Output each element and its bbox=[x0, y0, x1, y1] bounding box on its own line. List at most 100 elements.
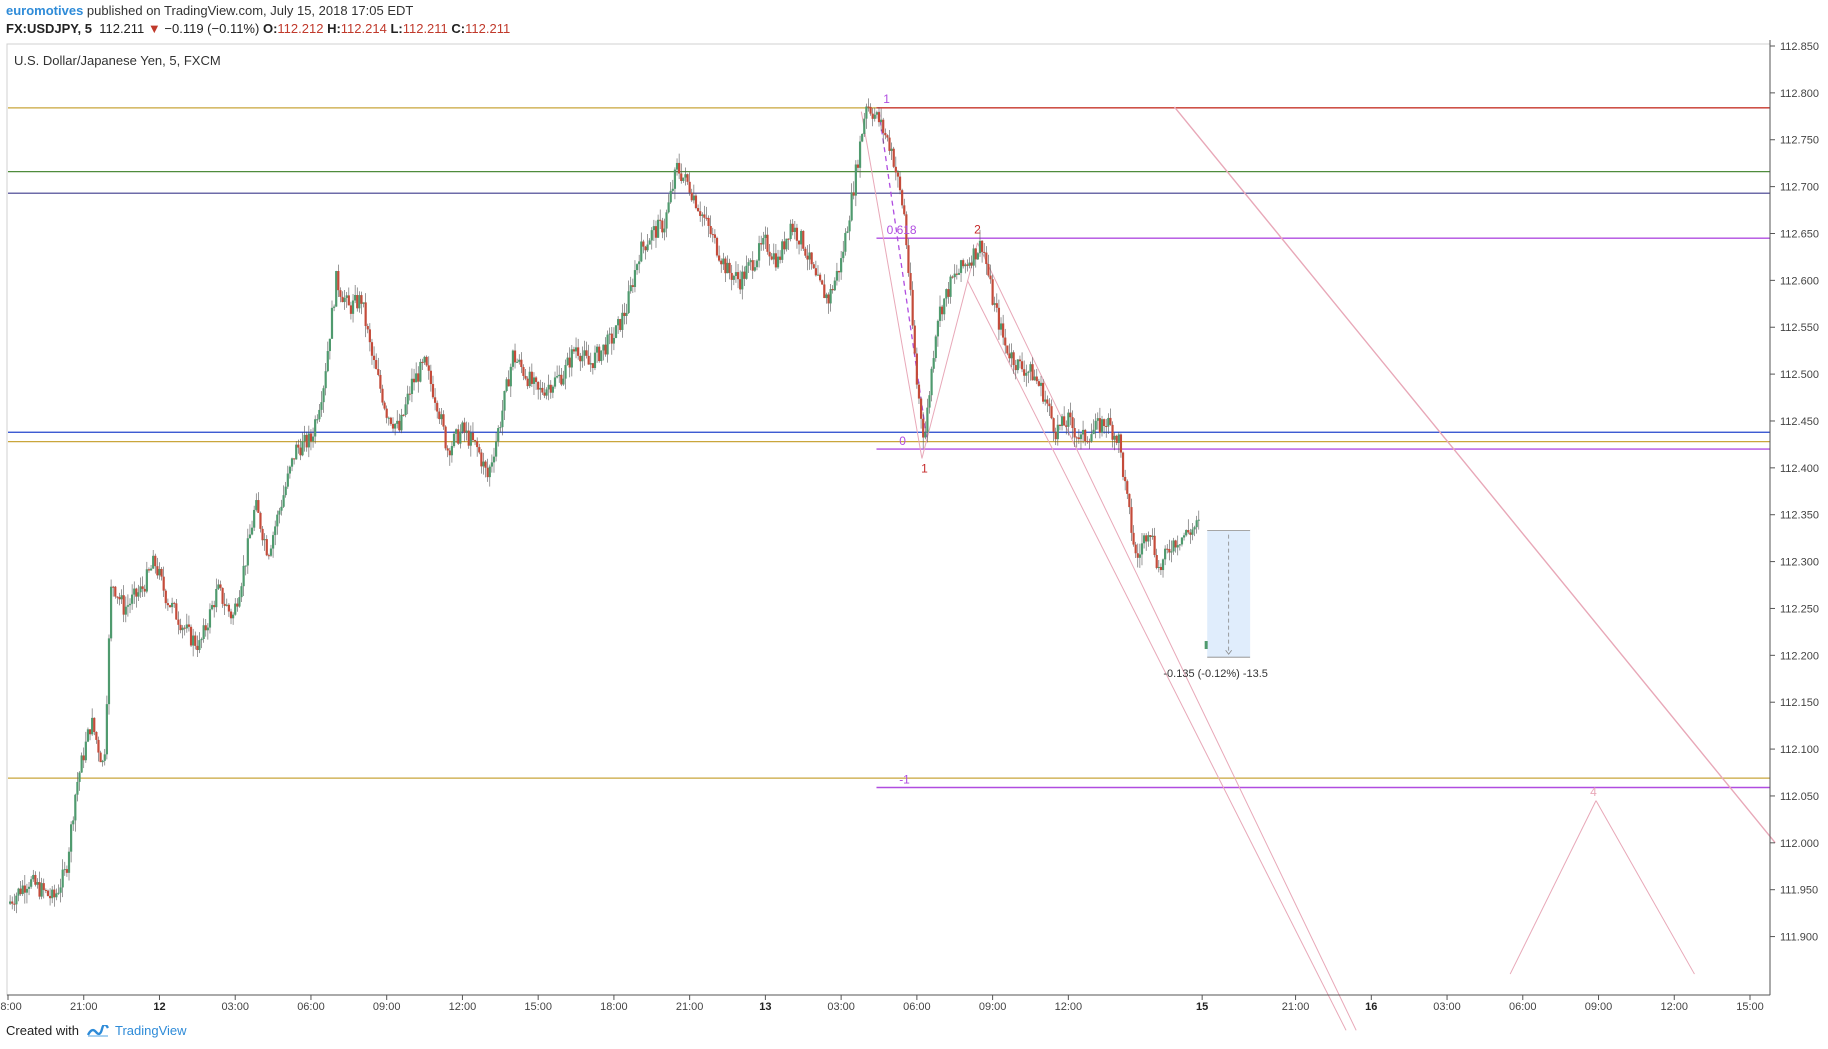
candle-up bbox=[844, 232, 847, 252]
time-tick-label: 06:00 bbox=[903, 1001, 931, 1013]
candle-up bbox=[595, 346, 599, 353]
candle-down bbox=[42, 883, 45, 890]
candle-down bbox=[429, 370, 432, 385]
candle-down bbox=[368, 329, 371, 343]
price-range-label: -0.135 (-0.12%) -13.5 bbox=[1163, 668, 1268, 680]
candle-up bbox=[84, 741, 87, 761]
time-tick-label: 09:00 bbox=[979, 1001, 1007, 1013]
tradingview-brand-link[interactable]: TradingView bbox=[114, 1023, 187, 1038]
candle-up bbox=[253, 509, 256, 528]
candle-up bbox=[558, 374, 561, 377]
last-price: 112.211 bbox=[99, 21, 145, 36]
price-tick-label: 112.400 bbox=[1780, 463, 1819, 475]
author-link[interactable]: euromotives bbox=[6, 3, 84, 18]
plot-border bbox=[6, 43, 1771, 996]
candle-down bbox=[1168, 549, 1171, 553]
candle-up bbox=[320, 402, 323, 410]
candle-down bbox=[471, 432, 475, 441]
candle-up bbox=[9, 901, 12, 904]
candle-down bbox=[1124, 476, 1127, 482]
candle-down bbox=[707, 217, 710, 226]
candle-down bbox=[177, 619, 180, 625]
candle-down bbox=[705, 217, 708, 219]
price-tick-label: 112.850 bbox=[1780, 41, 1819, 53]
candle-up bbox=[800, 230, 803, 245]
candle-up bbox=[755, 260, 759, 268]
price-tick-label: 112.350 bbox=[1780, 510, 1819, 522]
candle-down bbox=[154, 555, 157, 567]
candle-up bbox=[440, 414, 443, 420]
candle-up bbox=[133, 588, 136, 595]
time-tick-label: 13 bbox=[759, 1001, 771, 1013]
candle-down bbox=[1115, 435, 1118, 443]
candle-up bbox=[1197, 519, 1200, 521]
candle-down bbox=[339, 290, 342, 297]
candle-down bbox=[1006, 345, 1009, 354]
candle-up bbox=[59, 887, 62, 893]
candle-down bbox=[219, 584, 222, 588]
candle-up bbox=[32, 874, 35, 880]
candle-down bbox=[522, 367, 525, 376]
candle-down bbox=[408, 393, 411, 395]
candle-down bbox=[1109, 417, 1112, 425]
candle-down bbox=[724, 258, 727, 274]
candle-up bbox=[722, 258, 725, 265]
candle-up bbox=[602, 344, 605, 351]
candle-down bbox=[659, 219, 662, 221]
candle-down bbox=[787, 238, 790, 240]
candle-up bbox=[635, 264, 639, 271]
candle-up bbox=[423, 356, 426, 363]
candle-up bbox=[107, 638, 111, 705]
candle-down bbox=[196, 645, 199, 651]
candle-down bbox=[997, 307, 1001, 330]
price-change: −0.119 (−0.11%) bbox=[164, 21, 260, 36]
candle-up bbox=[701, 214, 704, 216]
candle-down bbox=[856, 164, 860, 168]
candle-down bbox=[919, 398, 923, 419]
candle-up bbox=[330, 307, 334, 339]
candle-up bbox=[282, 495, 285, 507]
candle-down bbox=[425, 356, 428, 366]
candle-up bbox=[1140, 543, 1144, 555]
close-label: C: bbox=[451, 21, 466, 36]
candle-down bbox=[1132, 532, 1135, 545]
candle-up bbox=[829, 288, 832, 304]
candle-up bbox=[103, 754, 106, 761]
candle-down bbox=[686, 174, 689, 182]
candle-down bbox=[486, 467, 489, 478]
candle-up bbox=[25, 888, 29, 893]
candle-up bbox=[1185, 530, 1188, 536]
candle-up bbox=[999, 323, 1003, 330]
candle-down bbox=[1046, 399, 1049, 404]
candle-down bbox=[417, 373, 420, 382]
trend-line bbox=[966, 280, 1347, 1031]
candle-up bbox=[343, 297, 346, 303]
candle-down bbox=[421, 361, 424, 363]
candle-up bbox=[158, 568, 161, 576]
candle-up bbox=[551, 386, 555, 393]
candle-up bbox=[665, 212, 668, 229]
candle-up bbox=[1195, 520, 1198, 528]
candle-down bbox=[530, 371, 533, 384]
candle-down bbox=[1128, 493, 1131, 508]
candle-down bbox=[1084, 429, 1087, 442]
candle-up bbox=[785, 238, 788, 250]
candle-up bbox=[650, 230, 653, 241]
candle-up bbox=[328, 338, 331, 352]
publish-header: euromotives published on TradingView.com… bbox=[6, 3, 413, 18]
candle-down bbox=[795, 227, 799, 241]
candle-up bbox=[318, 409, 321, 420]
candle-up bbox=[566, 357, 569, 365]
candle-down bbox=[699, 211, 702, 216]
candle-down bbox=[88, 729, 92, 735]
candle-up bbox=[976, 253, 979, 260]
candle-up bbox=[614, 325, 618, 338]
trend-line bbox=[977, 242, 1357, 1031]
candle-up bbox=[362, 302, 365, 304]
candle-down bbox=[383, 402, 386, 409]
candle-down bbox=[1121, 452, 1125, 477]
candle-down bbox=[774, 253, 778, 268]
candle-down bbox=[118, 597, 121, 600]
candle-up bbox=[276, 514, 279, 527]
